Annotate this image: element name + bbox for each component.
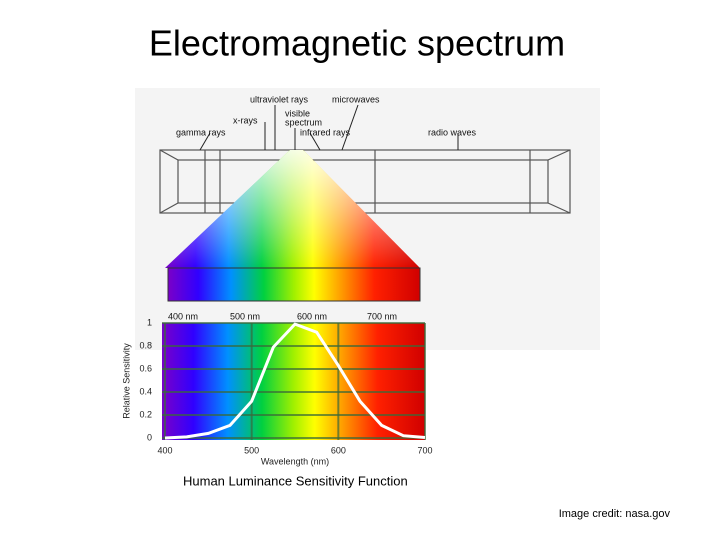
x-tick-label: 400 — [157, 445, 172, 455]
dispersion-fade — [165, 150, 420, 268]
diagram-label: visible — [285, 108, 310, 118]
scale-label: 400 nm — [168, 311, 198, 321]
caption: Human Luminance Sensitivity Function — [183, 473, 408, 488]
y-tick-label: 0.4 — [139, 386, 152, 396]
diagram-label: radio waves — [428, 127, 477, 137]
label-arrows — [199, 104, 459, 151]
y-tick-label: 0.6 — [139, 363, 152, 373]
y-tick-label: 0.8 — [139, 340, 152, 350]
y-tick-label: 1 — [147, 317, 152, 327]
sensitivity-chart: 400 500 600 700 0 0.2 0.4 0.6 0.8 1 — [139, 317, 432, 455]
x-tick-label: 500 — [244, 445, 259, 455]
spectrum-bar — [167, 267, 421, 302]
scale-label: 700 nm — [367, 311, 397, 321]
y-tick-label: 0.2 — [139, 409, 152, 419]
diagram-label: infrared rays — [300, 127, 351, 137]
scale-label: 500 nm — [230, 311, 260, 321]
credit: Image credit: nasa.gov — [559, 508, 671, 520]
x-tick-label: 700 — [417, 445, 432, 455]
diagram-label: x-rays — [233, 115, 258, 125]
diagram-label: microwaves — [332, 94, 380, 104]
y-tick-label: 0 — [147, 432, 152, 442]
x-tick-label: 600 — [331, 445, 346, 455]
plot-background — [162, 323, 425, 440]
y-axis-label: Relative Sensitivity — [121, 343, 131, 419]
sensitivity-curve — [164, 322, 426, 440]
slide-title: Electromagnetic spectrum — [149, 23, 565, 64]
diagram-label: ultraviolet rays — [250, 94, 309, 104]
x-axis-label: Wavelength (nm) — [261, 456, 329, 466]
diagram-label: gamma rays — [176, 127, 226, 137]
diagram-label: spectrum — [285, 117, 322, 127]
spectrum-diagram: ultraviolet rays microwaves x-rays visib… — [135, 88, 600, 350]
scale-label: 600 nm — [297, 311, 327, 321]
